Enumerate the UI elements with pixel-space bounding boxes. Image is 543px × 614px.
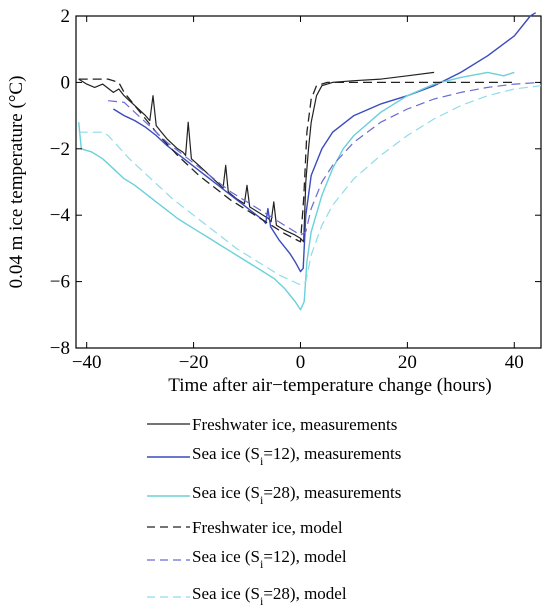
legend-item: Sea ice (Si=28), measurements [147,483,401,507]
legend-item: Sea ice (Si=12), measurements [147,444,401,468]
legend-label: Sea ice (Si=28), model [192,584,347,608]
y-tick-label: −2 [50,139,70,160]
axes-layer: −40 −20 0 20 40−8−6−4−202 [50,6,541,373]
x-tick-label: 20 [398,352,417,373]
y-tick-label: −4 [50,205,71,226]
y-tick-label: −6 [50,272,70,293]
legend-label: Sea ice (Si=12), measurements [192,444,401,468]
y-axis-title: 0.04 m ice temperature (°C) [6,76,27,289]
y-tick-label: −8 [50,338,70,359]
x-tick-label: −40 [72,352,102,373]
y-tick-label: 0 [61,72,71,93]
x-tick-label: −20 [179,352,209,373]
x-tick-label: 0 [296,352,306,373]
series-line-3 [78,71,515,311]
series-line-4 [78,78,515,243]
legend: Freshwater ice, measurements Sea ice (Si=… [147,415,401,608]
legend-label: Freshwater ice, measurements [192,415,397,434]
legend-label: Sea ice (Si=12), model [192,547,347,571]
y-tick-label: 2 [61,6,71,27]
x-tick-label: 40 [505,352,524,373]
legend-label: Freshwater ice, model [192,518,343,537]
x-axis-title: Time after air−temperature change (hours… [168,375,491,396]
legend-label: Sea ice (Si=28), measurements [192,483,401,507]
series-line-6 [78,85,542,286]
legend-item: Sea ice (Si=12), model [147,547,347,571]
legend-item: Sea ice (Si=28), model [147,584,347,608]
legend-item: Freshwater ice, model [147,518,343,537]
series-layer [78,12,542,311]
legend-item: Freshwater ice, measurements [147,415,397,434]
series-line-5 [108,81,542,236]
